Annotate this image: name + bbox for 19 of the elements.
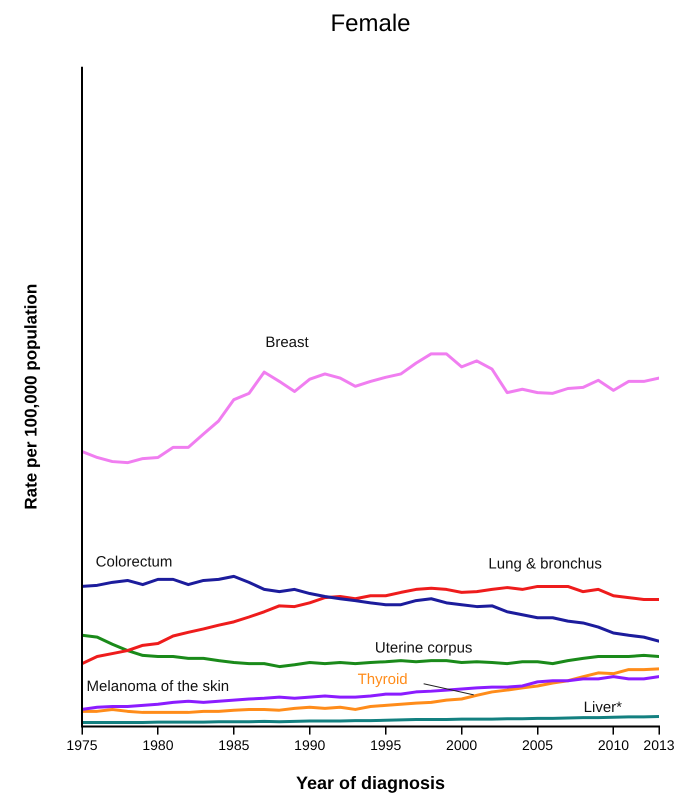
y-axis-title: Rate per 100,000 population bbox=[22, 284, 41, 510]
series-label: Uterine corpus bbox=[374, 639, 472, 656]
x-tick-label: 1995 bbox=[370, 736, 402, 753]
series-label: Thyroid bbox=[358, 671, 408, 688]
x-tick-label: 1990 bbox=[294, 736, 326, 753]
x-tick-label: 1985 bbox=[218, 736, 250, 753]
x-tick-label: 2000 bbox=[446, 736, 478, 753]
x-tick-label: 1980 bbox=[142, 736, 174, 753]
series-label: Melanoma of the skin bbox=[86, 678, 230, 696]
series-label: Liver* bbox=[584, 699, 622, 716]
series-label: Breast bbox=[265, 334, 310, 351]
x-axis-title: Year of diagnosis bbox=[296, 773, 446, 794]
x-tick-label: 2005 bbox=[522, 736, 554, 753]
x-tick-label: 2013 bbox=[643, 736, 675, 753]
chart-title: Female bbox=[330, 10, 411, 38]
x-tick-label: 2010 bbox=[598, 736, 630, 753]
series-label: Colorectum bbox=[96, 554, 172, 571]
x-tick-label: 1975 bbox=[66, 736, 98, 753]
series-label: Lung & bronchus bbox=[488, 556, 602, 573]
